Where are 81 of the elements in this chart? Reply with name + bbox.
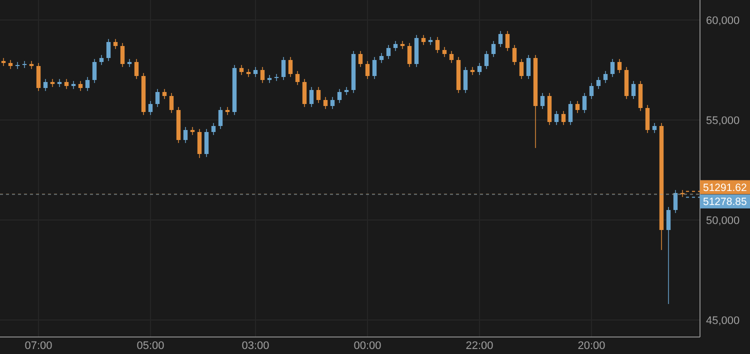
candlestick <box>358 50 363 68</box>
y-tick-label: 60,000 <box>706 14 740 27</box>
x-tick-label: 03:00 <box>242 340 270 352</box>
candlestick <box>526 54 531 80</box>
candlestick <box>449 50 454 64</box>
candlestick <box>323 96 328 110</box>
candlestick <box>99 54 104 66</box>
candlestick <box>666 206 671 304</box>
y-tick-label: 55,000 <box>706 114 740 127</box>
candlestick <box>155 88 160 108</box>
candlestick <box>652 122 657 134</box>
candlestick <box>386 44 391 60</box>
candlestick <box>421 34 426 46</box>
candlestick <box>92 58 97 84</box>
candlestick <box>582 92 587 114</box>
candlestick <box>43 78 48 92</box>
candlestick <box>379 52 384 64</box>
candlestick <box>519 58 524 80</box>
candlestick <box>288 56 293 78</box>
candlestick <box>197 128 202 158</box>
candlestick <box>295 70 300 86</box>
candlestick <box>596 76 601 90</box>
candlestick <box>435 36 440 54</box>
candlestick <box>463 66 468 94</box>
candlestick <box>561 110 566 126</box>
candlestick <box>260 66 265 84</box>
candlestick <box>120 42 125 68</box>
candlestick <box>204 128 209 158</box>
candlestick <box>407 42 412 68</box>
candlestick <box>512 44 517 66</box>
candlestick <box>393 40 398 52</box>
candlestick <box>330 96 335 110</box>
y-tick-label: 45,000 <box>706 314 740 327</box>
x-tick-label: 20:00 <box>578 340 606 352</box>
candlestick <box>540 92 545 110</box>
ref-line-label: 51278.85 <box>703 196 747 208</box>
candlestick <box>337 88 342 104</box>
candlestick <box>162 88 167 100</box>
candlestick <box>302 78 307 108</box>
candlestick <box>113 38 118 50</box>
candlestick <box>253 66 258 78</box>
candlestick <box>239 64 244 76</box>
candlestick <box>281 56 286 80</box>
y-tick-label: 50,000 <box>706 214 740 227</box>
candlestick <box>575 100 580 114</box>
candlestick <box>631 80 636 100</box>
candlestick <box>603 70 608 84</box>
candlestick <box>554 110 559 126</box>
x-tick-label: 00:00 <box>354 340 382 352</box>
ref-line-label: 51291.62 <box>703 182 747 194</box>
candlestick <box>218 106 223 130</box>
candlestick <box>638 80 643 112</box>
candlestick <box>498 30 503 48</box>
x-tick-label: 22:00 <box>466 340 494 352</box>
candlestick <box>568 100 573 126</box>
candlestick <box>64 78 69 90</box>
candlestick <box>505 30 510 52</box>
candlestick <box>589 82 594 100</box>
candlestick <box>365 60 370 80</box>
candlestick <box>442 46 447 58</box>
candlestick <box>85 76 90 92</box>
candlestick <box>484 50 489 70</box>
candlestick <box>183 126 188 144</box>
x-tick-label: 05:00 <box>136 340 164 352</box>
candlestick <box>134 58 139 80</box>
candlestick <box>36 62 41 92</box>
candlestick <box>673 190 678 214</box>
candlestick <box>169 92 174 114</box>
candlestick <box>617 58 622 74</box>
candlestick <box>610 58 615 78</box>
x-tick-label: 07:00 <box>24 340 52 352</box>
candlestick <box>106 38 111 62</box>
candlestick <box>211 122 216 136</box>
candlestick <box>148 100 153 116</box>
candlestick <box>372 56 377 80</box>
candlestick <box>645 104 650 134</box>
candlestick <box>491 40 496 58</box>
candlestick <box>78 80 83 92</box>
candlestick <box>309 86 314 108</box>
candlestick <box>316 86 321 104</box>
candlestick <box>477 62 482 76</box>
